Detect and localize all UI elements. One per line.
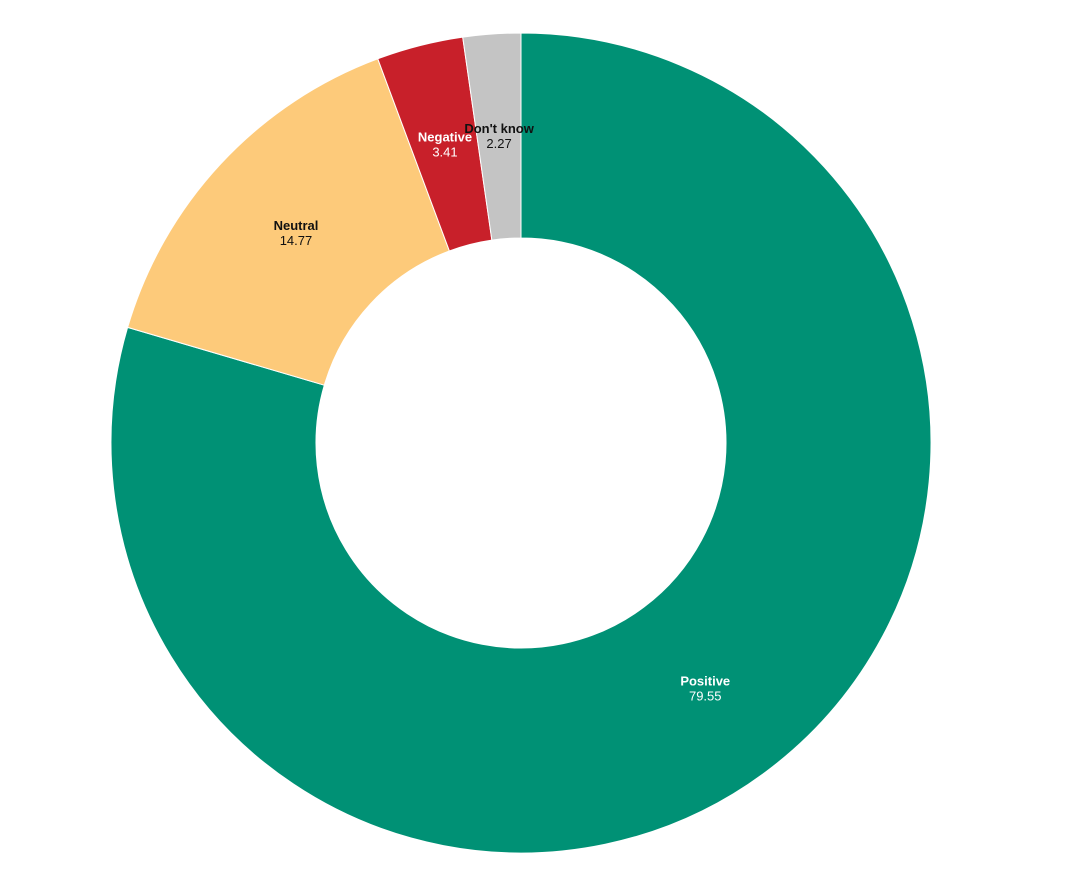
donut-segment [462,32,522,241]
segment-label: Don't know [464,121,534,136]
segment-label: Neutral [274,218,319,233]
segment-label: Negative [418,130,472,145]
segment-label: Positive [680,674,730,689]
segment-value: 79.55 [689,689,722,704]
donut-segment [110,32,932,854]
segment-value: 14.77 [280,233,313,248]
segment-value: 3.41 [432,145,457,160]
segment-value: 2.27 [486,136,511,151]
donut-segment [127,58,451,386]
